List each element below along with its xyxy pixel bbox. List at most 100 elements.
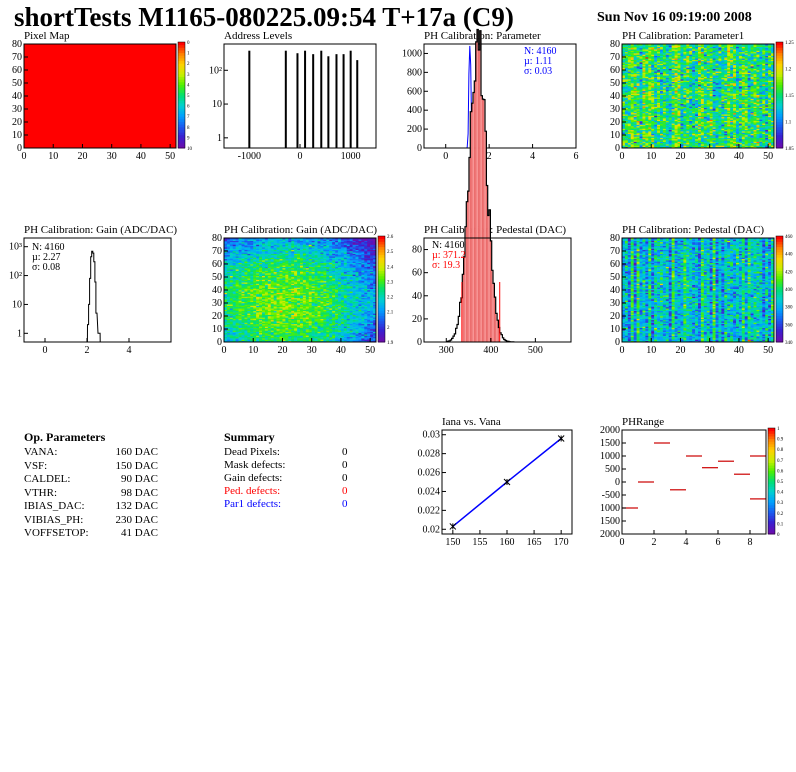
heatmap-cell xyxy=(738,142,743,145)
heatmap-cell xyxy=(651,75,655,77)
heatmap-cell xyxy=(747,67,751,69)
heatmap-cell xyxy=(709,124,713,127)
heatmap-cell xyxy=(674,140,678,142)
heatmap-cell xyxy=(756,94,760,97)
heatmap-cell xyxy=(753,60,757,63)
heatmap-cell xyxy=(651,68,655,71)
heatmap-cell xyxy=(238,279,242,282)
heatmap-cell xyxy=(750,107,754,110)
heatmap-cell xyxy=(715,60,719,63)
heatmap-cell xyxy=(648,105,652,107)
colorbar-cell xyxy=(776,92,783,96)
heatmap-cell xyxy=(639,103,643,106)
heatmap-cell xyxy=(622,50,626,53)
colorbar-cell xyxy=(178,129,185,133)
heatmap-cell xyxy=(703,125,708,128)
heatmap-cell xyxy=(718,54,722,56)
heatmap-cell xyxy=(698,58,702,60)
heatmap-cell xyxy=(238,262,242,265)
heatmap-cell xyxy=(747,71,751,73)
heatmap-cell xyxy=(730,118,734,120)
heatmap-cell xyxy=(721,107,725,110)
heatmap-cell xyxy=(683,141,687,144)
heatmap-cell xyxy=(674,116,678,119)
heatmap-cells xyxy=(622,44,775,149)
heatmap-cell xyxy=(724,53,728,55)
heatmap-cell xyxy=(768,123,772,125)
x-tick-label: 0 xyxy=(43,345,48,356)
heatmap-cell xyxy=(241,303,245,305)
heatmap-cell xyxy=(224,339,228,341)
heatmap-cell xyxy=(674,55,678,58)
heatmap-cell xyxy=(680,118,684,120)
heatmap-cell xyxy=(689,103,693,106)
heatmap-cell xyxy=(668,47,672,50)
heatmap-cell xyxy=(226,323,231,326)
heatmap-cell xyxy=(738,73,743,76)
heatmap-cell xyxy=(738,96,743,98)
heatmap-cell xyxy=(238,264,242,266)
heatmap-cell xyxy=(703,50,708,53)
heatmap-cell xyxy=(700,99,705,102)
heatmap-cell xyxy=(721,101,725,103)
heatmap-cell xyxy=(692,79,696,81)
heatmap-cell xyxy=(771,115,775,118)
heatmap-cell xyxy=(768,57,772,59)
heatmap-cell xyxy=(715,62,719,64)
heatmap-cell xyxy=(706,80,710,82)
heatmap-cell xyxy=(651,81,655,84)
heatmap-cell xyxy=(627,107,632,110)
heatmap-cell xyxy=(668,131,672,133)
heatmap-cell xyxy=(759,116,763,119)
heatmap-cell xyxy=(733,59,737,62)
heatmap-cell xyxy=(689,79,693,81)
heatmap-cell xyxy=(665,128,670,131)
heatmap-cell xyxy=(645,92,649,94)
heatmap-cell xyxy=(654,122,658,124)
heatmap-cell xyxy=(624,119,629,121)
heatmap-cell xyxy=(654,92,658,94)
heatmap-cell xyxy=(706,112,710,115)
heatmap-cell xyxy=(695,135,699,137)
heatmap-cell xyxy=(624,144,629,146)
heatmap-cell xyxy=(744,116,748,119)
heatmap-cell xyxy=(698,97,702,99)
histogram-bar xyxy=(304,50,307,149)
heatmap-cell xyxy=(648,111,652,114)
heatmap-cell xyxy=(677,102,681,105)
heatmap-cell xyxy=(238,305,242,308)
heatmap-cell xyxy=(241,309,245,312)
heatmap-cell xyxy=(671,92,675,94)
heatmap-cell xyxy=(235,338,239,340)
heatmap-cell xyxy=(630,46,634,49)
heatmap-cell xyxy=(651,63,655,66)
heatmap-cell xyxy=(657,85,661,88)
colorbar-label: 1.25 xyxy=(785,41,794,46)
heatmap-cell xyxy=(709,110,713,112)
heatmap-cell xyxy=(741,115,746,118)
heatmap-cell xyxy=(648,109,652,111)
heatmap-cell xyxy=(642,114,646,116)
heatmap-cell xyxy=(683,92,687,94)
heatmap-cell xyxy=(668,66,672,68)
heatmap-cell xyxy=(718,60,722,63)
heatmap-cell xyxy=(759,111,763,114)
heatmap-cell xyxy=(642,90,646,93)
heatmap-cell xyxy=(706,77,710,80)
heatmap-cell xyxy=(750,66,754,68)
heatmap-cell xyxy=(677,123,681,125)
heatmap-cell xyxy=(680,47,684,50)
heatmap-cell xyxy=(768,62,772,64)
heatmap-cell xyxy=(235,267,239,270)
heatmap-cell xyxy=(738,79,743,81)
heatmap-cell xyxy=(622,76,626,79)
heatmap-cell xyxy=(733,98,737,101)
heatmap-cell xyxy=(724,142,728,145)
heatmap-cell xyxy=(695,115,699,118)
heatmap-cell xyxy=(759,96,763,98)
heatmap-cell xyxy=(765,83,769,85)
heatmap-cell xyxy=(633,72,637,75)
heatmap-cell xyxy=(771,77,775,80)
heatmap-cell xyxy=(771,62,775,64)
heatmap-cell xyxy=(633,102,637,105)
